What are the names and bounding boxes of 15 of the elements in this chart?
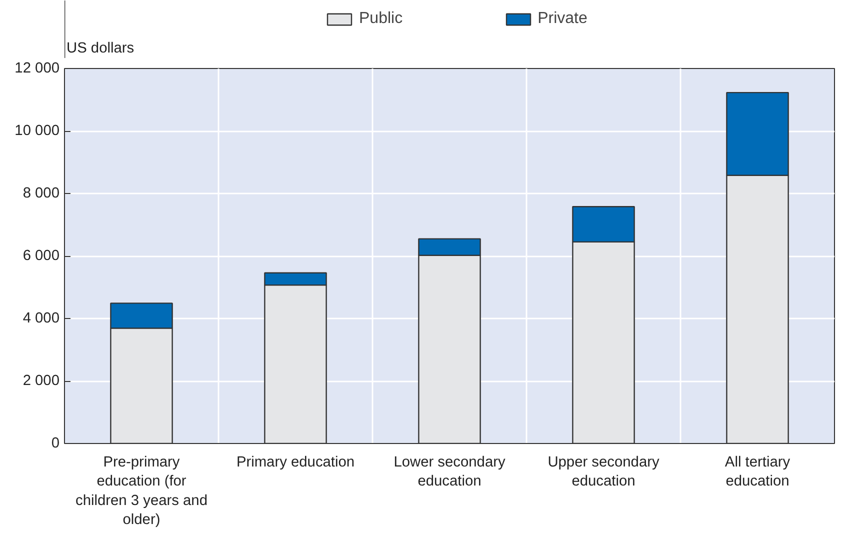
x-tick-label: Upper secondary education xyxy=(548,454,660,490)
legend-label: Public xyxy=(359,10,403,28)
legend-label: Private xyxy=(538,10,588,28)
y-tick-label: 10 000 xyxy=(14,123,60,139)
y-tick-label: 4 000 xyxy=(22,310,60,326)
x-tick-label: Pre-primary education (for children 3 years and older) xyxy=(76,454,208,528)
y-tick-label: 0 xyxy=(51,436,60,452)
y-tick-label: 8 000 xyxy=(22,186,60,202)
y-tick-label: 12 000 xyxy=(14,60,60,76)
x-tick-label: Lower secondary education xyxy=(394,454,506,490)
y-tick-label: 6 000 xyxy=(22,248,60,264)
x-tick-label: Primary education xyxy=(236,454,355,470)
x-tick-label: All tertiary education xyxy=(724,454,791,490)
y-axis-title: US dollars xyxy=(66,40,134,56)
y-tick-label: 2 000 xyxy=(22,373,60,389)
